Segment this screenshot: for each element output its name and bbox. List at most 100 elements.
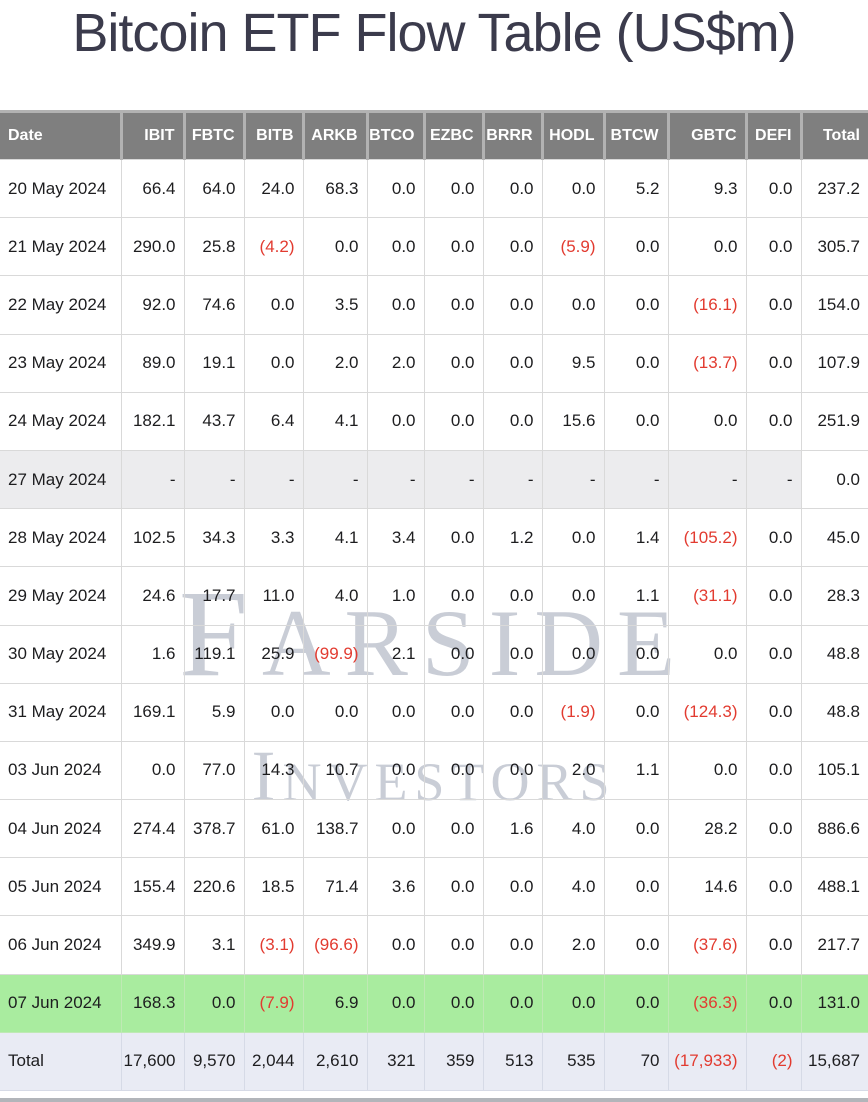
value-cell: 0.0 xyxy=(423,973,484,1033)
col-header-btco: BTCO xyxy=(365,110,424,160)
value-cell: 0.0 xyxy=(745,275,802,335)
value-cell: 2,610 xyxy=(302,1031,368,1092)
value-cell: 14.6 xyxy=(667,857,747,917)
value-cell: 92.0 xyxy=(120,275,185,335)
value-cell: (124.3) xyxy=(667,682,747,742)
value-cell: - xyxy=(541,449,605,510)
value-cell: 0.0 xyxy=(423,624,484,684)
col-header-ibit: IBIT xyxy=(119,110,184,160)
value-cell: 4.1 xyxy=(302,391,368,451)
value-cell: 169.1 xyxy=(120,682,185,742)
value-cell: 0.0 xyxy=(603,333,669,393)
value-cell: 220.6 xyxy=(183,857,245,917)
value-cell: 131.0 xyxy=(800,973,868,1033)
value-cell: 274.4 xyxy=(120,799,185,859)
value-cell: (3.1) xyxy=(243,915,304,975)
value-cell: 102.5 xyxy=(120,508,185,568)
value-cell: 0.0 xyxy=(541,624,605,684)
value-cell: 25.8 xyxy=(183,217,245,277)
value-cell: 1.2 xyxy=(482,508,543,568)
value-cell: - xyxy=(745,449,802,510)
value-cell: 4.0 xyxy=(541,799,605,859)
value-cell: 0.0 xyxy=(366,682,425,742)
page-title: Bitcoin ETF Flow Table (US$m) xyxy=(72,3,796,63)
value-cell: 0.0 xyxy=(482,624,543,684)
value-cell: 9.5 xyxy=(541,333,605,393)
value-cell: 0.0 xyxy=(423,275,484,335)
value-cell: 237.2 xyxy=(800,158,868,219)
value-cell: 24.0 xyxy=(243,158,304,219)
value-cell: 0.0 xyxy=(541,973,605,1033)
value-cell: 19.1 xyxy=(183,333,245,393)
value-cell: 0.0 xyxy=(667,217,747,277)
value-cell: 3.4 xyxy=(366,508,425,568)
value-cell: 0.0 xyxy=(423,508,484,568)
value-cell: 74.6 xyxy=(183,275,245,335)
value-cell: 513 xyxy=(482,1031,543,1092)
value-cell: 48.8 xyxy=(800,624,868,684)
value-cell: 61.0 xyxy=(243,799,304,859)
date-cell: 04 Jun 2024 xyxy=(0,799,122,859)
value-cell: 0.0 xyxy=(745,391,802,451)
value-cell: 2.1 xyxy=(366,624,425,684)
date-cell: 27 May 2024 xyxy=(0,449,122,510)
value-cell: 17.7 xyxy=(183,566,245,626)
value-cell: 18.5 xyxy=(243,857,304,917)
col-header-defi: DEFI xyxy=(744,110,801,160)
table-header-row: Date IBIT FBTC BITB ARKB BTCO EZBC BRRR HODL BTCW… xyxy=(0,110,868,160)
value-cell: 0.0 xyxy=(302,682,368,742)
value-cell: 488.1 xyxy=(800,857,868,917)
value-cell: 0.0 xyxy=(243,682,304,742)
value-cell: 6.9 xyxy=(302,973,368,1033)
value-cell: (2) xyxy=(745,1031,802,1092)
date-cell: 21 May 2024 xyxy=(0,217,122,277)
value-cell: 4.1 xyxy=(302,508,368,568)
value-cell: 17,600 xyxy=(120,1031,185,1092)
value-cell: 89.0 xyxy=(120,333,185,393)
value-cell: 0.0 xyxy=(183,973,245,1033)
value-cell: 0.0 xyxy=(667,391,747,451)
row-22-may-2024: 22 May 2024 92.0 74.6 0.0 3.5 0.0 0.0 0.0 0.0 0.0… xyxy=(0,275,868,335)
value-cell: 290.0 xyxy=(120,217,185,277)
value-cell: 64.0 xyxy=(183,158,245,219)
value-cell: 0.0 xyxy=(800,449,868,510)
value-cell: 2,044 xyxy=(243,1031,304,1092)
value-cell: 0.0 xyxy=(745,915,802,975)
value-cell: - xyxy=(366,449,425,510)
row-total: Total 17,600 9,570 2,044 2,610 321 359 513 535 70… xyxy=(0,1031,868,1092)
value-cell: 0.0 xyxy=(603,973,669,1033)
value-cell: 0.0 xyxy=(745,857,802,917)
value-cell: 1.1 xyxy=(603,566,669,626)
row-30-may-2024: 30 May 2024 1.6 119.1 25.9 (99.9) 2.1 0.0 0.0 0.… xyxy=(0,624,868,684)
value-cell: - xyxy=(667,449,747,510)
value-cell: 0.0 xyxy=(366,740,425,801)
value-cell: 1.4 xyxy=(603,508,669,568)
value-cell: 107.9 xyxy=(800,333,868,393)
row-29-may-2024: 29 May 2024 24.6 17.7 11.0 4.0 1.0 0.0 0.0 0.0 1.… xyxy=(0,566,868,626)
value-cell: 0.0 xyxy=(482,391,543,451)
table-body: 20 May 2024 66.4 64.0 24.0 68.3 0.0 0.0 0.0 0.0 5… xyxy=(0,158,868,1092)
value-cell: 0.0 xyxy=(366,915,425,975)
value-cell: 11.0 xyxy=(243,566,304,626)
value-cell: 0.0 xyxy=(423,857,484,917)
value-cell: 1.0 xyxy=(366,566,425,626)
flow-table: Date IBIT FBTC BITB ARKB BTCO EZBC BRRR HODL BTCW… xyxy=(0,110,868,1092)
value-cell: 70 xyxy=(603,1031,669,1092)
col-header-bitb: BITB xyxy=(242,110,303,160)
value-cell: 119.1 xyxy=(183,624,245,684)
value-cell: 0.0 xyxy=(603,915,669,975)
value-cell: 0.0 xyxy=(423,566,484,626)
value-cell: 3.6 xyxy=(366,857,425,917)
value-cell: (13.7) xyxy=(667,333,747,393)
value-cell: 251.9 xyxy=(800,391,868,451)
row-07-jun-2024: 07 Jun 2024 168.3 0.0 (7.9) 6.9 0.0 0.0 0.0 0.0 0… xyxy=(0,973,868,1033)
value-cell: 3.3 xyxy=(243,508,304,568)
value-cell: (31.1) xyxy=(667,566,747,626)
value-cell: 0.0 xyxy=(745,973,802,1033)
col-header-ezbc: EZBC xyxy=(422,110,483,160)
row-04-jun-2024: 04 Jun 2024 274.4 378.7 61.0 138.7 0.0 0.0 1.6 4… xyxy=(0,799,868,859)
value-cell: 0.0 xyxy=(745,799,802,859)
value-cell: 0.0 xyxy=(482,740,543,801)
value-cell: 77.0 xyxy=(183,740,245,801)
date-cell: 31 May 2024 xyxy=(0,682,122,742)
